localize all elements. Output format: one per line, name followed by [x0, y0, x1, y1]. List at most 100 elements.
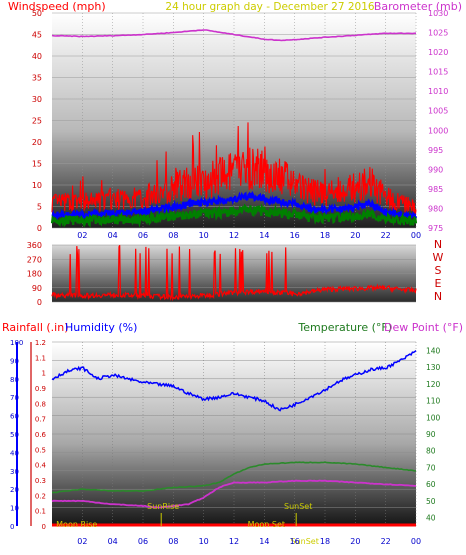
panel1-left-tick-label: 30 [32, 95, 42, 104]
rainfall-tick-label: 0.6 [35, 431, 47, 439]
rainfall-tick-label: 1.1 [35, 354, 46, 362]
panel1-hour-label: 18 [320, 231, 330, 240]
rainfall-tick-label: 1 [42, 370, 46, 378]
wind-average-line [50, 203, 418, 228]
panel2-direction-label: W [433, 251, 444, 264]
dewpoint-line [51, 479, 416, 509]
rainfall-tick-label: 0.2 [35, 492, 46, 500]
temperature-tick-label: 120 [426, 380, 441, 389]
humidity-tick-label: 70 [10, 394, 19, 402]
panel1-hour-label: 06 [138, 231, 148, 240]
panel2-direction-label: N [434, 290, 442, 303]
panel1-right-tick-label: 1005 [428, 107, 448, 116]
rainfall-tick-label: 0.1 [35, 508, 46, 516]
panel1-hour-label: 20 [350, 231, 360, 240]
sunset-label-lower: SunSet [290, 537, 318, 546]
panel3-hour-label: 20 [350, 537, 360, 546]
panel1-right-tick-label: 995 [428, 146, 443, 155]
data-series [50, 29, 418, 527]
panel1-hour-label: 08 [168, 231, 178, 240]
wind-direction-line [51, 244, 417, 302]
axis-labels: 0510152025303540455097598098599099510001… [10, 9, 448, 546]
humidity-line [51, 350, 417, 412]
rainfall-tick-label: 0.3 [35, 477, 46, 485]
dewpoint-axis-title: Dew Point (°F) [384, 321, 463, 334]
rainfall-tick-label: 0 [42, 523, 46, 531]
panel3-hour-label: 04 [108, 537, 118, 546]
panel3-hour-label: 18 [320, 537, 330, 546]
panel3-hour-label: 22 [381, 537, 391, 546]
panel1-right-tick-label: 1025 [428, 29, 448, 38]
panel1-right-tick-label: 980 [428, 204, 443, 213]
panel1-left-tick-label: 15 [32, 160, 42, 169]
temperature-tick-label: 100 [426, 413, 441, 422]
temperature-tick-label: 140 [426, 346, 441, 355]
temperature-tick-label: 60 [426, 480, 436, 489]
panel2-direction-label: N [434, 238, 442, 251]
panel2-direction-label: E [435, 277, 442, 290]
panel1-hour-label: 12 [229, 231, 239, 240]
rainfall-tick-label: 0.5 [35, 446, 46, 454]
panel1-left-tick-label: 25 [32, 117, 42, 126]
header-barometer-label: Barometer (mb) [374, 0, 462, 13]
panel1-left-tick-label: 20 [32, 138, 42, 147]
panel3-hour-label: 16 [290, 537, 300, 546]
rainfall-tick-label: 0.8 [35, 400, 46, 408]
temperature-line [51, 461, 417, 494]
panel1-left-tick-label: 10 [32, 181, 42, 190]
panel3-hour-label: 12 [229, 537, 239, 546]
moon-rise-label: Moon Rise [56, 520, 97, 529]
panel1-hour-label: 10 [199, 231, 209, 240]
sunrise-label: SunRise [147, 502, 179, 511]
panel1-right-tick-label: 1030 [428, 9, 448, 18]
humidity-tick-label: 20 [10, 486, 19, 494]
panel1-hour-label: 02 [77, 231, 87, 240]
panel1-hour-label: 00 [411, 231, 421, 240]
wind-band-line [51, 190, 418, 222]
humidity-axis-title: Humidity (%) [65, 321, 137, 334]
temperature-axis-title: Temperature (°F) [297, 321, 392, 334]
panel1-left-tick-label: 5 [37, 203, 42, 212]
panel1-right-tick-label: 1020 [428, 48, 448, 57]
temperature-tick-label: 70 [426, 463, 436, 472]
panel1-hour-label: 22 [381, 231, 391, 240]
windspeed-line [51, 122, 417, 216]
panel1-right-tick-label: 985 [428, 185, 443, 194]
humidity-tick-label: 100 [10, 339, 23, 347]
panel1-left-tick-label: 50 [32, 9, 42, 18]
humidity-tick-label: 80 [10, 376, 19, 384]
rainfall-tick-label: 1.2 [35, 339, 46, 347]
humidity-tick-label: 40 [10, 449, 19, 457]
panel3-hour-label: 06 [138, 537, 148, 546]
temperature-tick-label: 40 [426, 514, 436, 523]
panel3-hour-label: 10 [199, 537, 209, 546]
panel1-left-tick-label: 40 [32, 52, 42, 61]
panel2-tick-label: 0 [37, 298, 42, 307]
temperature-tick-label: 90 [426, 430, 436, 439]
sunset-label: SunSet [284, 502, 312, 511]
panel3-hour-label: 14 [259, 537, 269, 546]
panel1-left-tick-label: 45 [32, 31, 42, 40]
panel1-right-tick-label: 975 [428, 224, 443, 233]
rainfall-tick-label: 0.4 [35, 462, 47, 470]
moon-set-label: Moon Set [248, 520, 285, 529]
header-graph-title: 24 hour graph day - December 27 2016 [165, 1, 374, 13]
panel3-hour-label: 02 [77, 537, 87, 546]
panel1-left-tick-label: 0 [37, 224, 42, 233]
panel1-right-tick-label: 990 [428, 165, 443, 174]
panel1-right-tick-label: 1000 [428, 126, 448, 135]
panel1-hour-label: 16 [290, 231, 300, 240]
panel1-hour-label: 14 [259, 231, 269, 240]
panel1-left-tick-label: 35 [32, 74, 42, 83]
humidity-tick-label: 50 [10, 431, 19, 439]
rainfall-axis-title: Rainfall (.in) [2, 321, 69, 334]
panel1-hour-label: 04 [108, 231, 118, 240]
panel1-right-tick-label: 1010 [428, 87, 448, 96]
panel3-hour-label: 00 [411, 537, 421, 546]
rainfall-tick-label: 0.9 [35, 385, 46, 393]
header-windspeed-label: Windspeed (mph) [8, 0, 106, 13]
temperature-tick-label: 80 [426, 447, 436, 456]
temperature-tick-label: 50 [426, 497, 436, 506]
humidity-tick-label: 30 [10, 468, 19, 476]
